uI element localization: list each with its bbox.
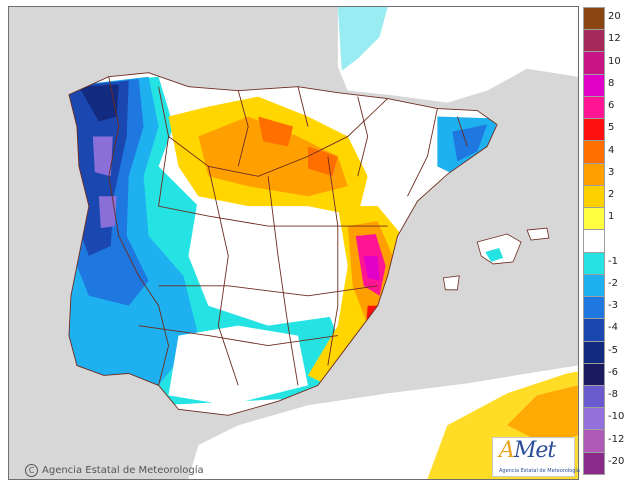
legend-label: 2	[608, 189, 615, 201]
legend-swatch	[583, 451, 605, 475]
color-legend	[583, 7, 605, 475]
legend-label: -12	[608, 433, 625, 445]
copyright-icon: C	[25, 464, 38, 477]
credit-text: Agencia Estatal de Meteorología	[42, 465, 204, 476]
cold-extreme-1	[92, 136, 113, 177]
cold-extreme-2	[98, 196, 117, 229]
legend-label: 8	[608, 77, 615, 89]
legend-swatch	[583, 318, 605, 342]
menorca	[526, 227, 550, 241]
legend-swatch	[583, 296, 605, 320]
anomaly-map	[8, 6, 579, 480]
legend-label: -10	[608, 411, 625, 423]
iberia-anomaly-map	[9, 7, 578, 479]
credit-line: C Agencia Estatal de Meteorología	[25, 464, 204, 477]
logo-subtitle: Agencia Estatal de Meteorología	[499, 468, 580, 474]
valencia-extreme	[363, 255, 380, 281]
legend-label: 1	[608, 211, 615, 223]
legend-label: 3	[608, 166, 615, 178]
legend-swatch	[583, 95, 605, 120]
hot-north	[198, 116, 348, 197]
legend-label: 20	[608, 11, 621, 23]
legend-swatch	[583, 362, 605, 386]
legend-label: 12	[608, 33, 621, 45]
legend-label: -2	[608, 277, 618, 289]
aemet-logo: AMet Agencia Estatal de Meteorología	[492, 437, 580, 477]
legend-swatch	[583, 273, 605, 298]
catalonia-cold-core	[452, 124, 488, 162]
legend-label: 5	[608, 122, 615, 134]
legend-swatch	[583, 229, 605, 253]
mallorca-cold	[485, 247, 504, 262]
province-borders	[68, 72, 498, 416]
legend-swatch	[583, 407, 605, 431]
legend-swatch	[583, 429, 605, 453]
legend-swatch	[583, 162, 605, 186]
legend-label: 10	[608, 55, 621, 67]
legend-label: -6	[608, 366, 618, 378]
legend-swatch	[583, 118, 605, 142]
legend-swatch	[583, 384, 605, 409]
ibiza	[442, 275, 460, 291]
legend-swatch	[583, 184, 605, 209]
legend-swatch	[583, 140, 605, 164]
france	[337, 7, 578, 103]
legend-swatch	[583, 73, 605, 97]
legend-swatch	[583, 207, 605, 231]
legend-label: -20	[608, 455, 625, 467]
color-legend-labels: 20 12 10 8 6 5 4 3 2 1 -1 -2 -3 -4 -5 -6 -8 -10 -12 -20	[608, 7, 630, 474]
legend-swatch	[583, 29, 605, 53]
legend-label: -5	[608, 344, 618, 356]
legend-label: -8	[608, 389, 618, 401]
legend-swatch	[583, 340, 605, 364]
legend-label: -3	[608, 300, 618, 312]
france-cold-patch	[337, 7, 388, 71]
legend-label: -4	[608, 322, 618, 334]
legend-swatch	[583, 7, 605, 31]
very-hot-north	[258, 116, 294, 147]
legend-swatch	[583, 51, 605, 75]
legend-label: 4	[608, 144, 615, 156]
africa-hot-patch	[507, 385, 578, 446]
legend-label: 6	[608, 100, 615, 112]
legend-swatch	[583, 251, 605, 275]
very-hot-ebro	[307, 146, 338, 177]
legend-label: -1	[608, 255, 618, 267]
cold-core-north	[78, 84, 119, 122]
logo-wordmark: AMet	[499, 438, 556, 463]
neutral-center	[188, 196, 358, 326]
neutral-south	[168, 325, 308, 406]
